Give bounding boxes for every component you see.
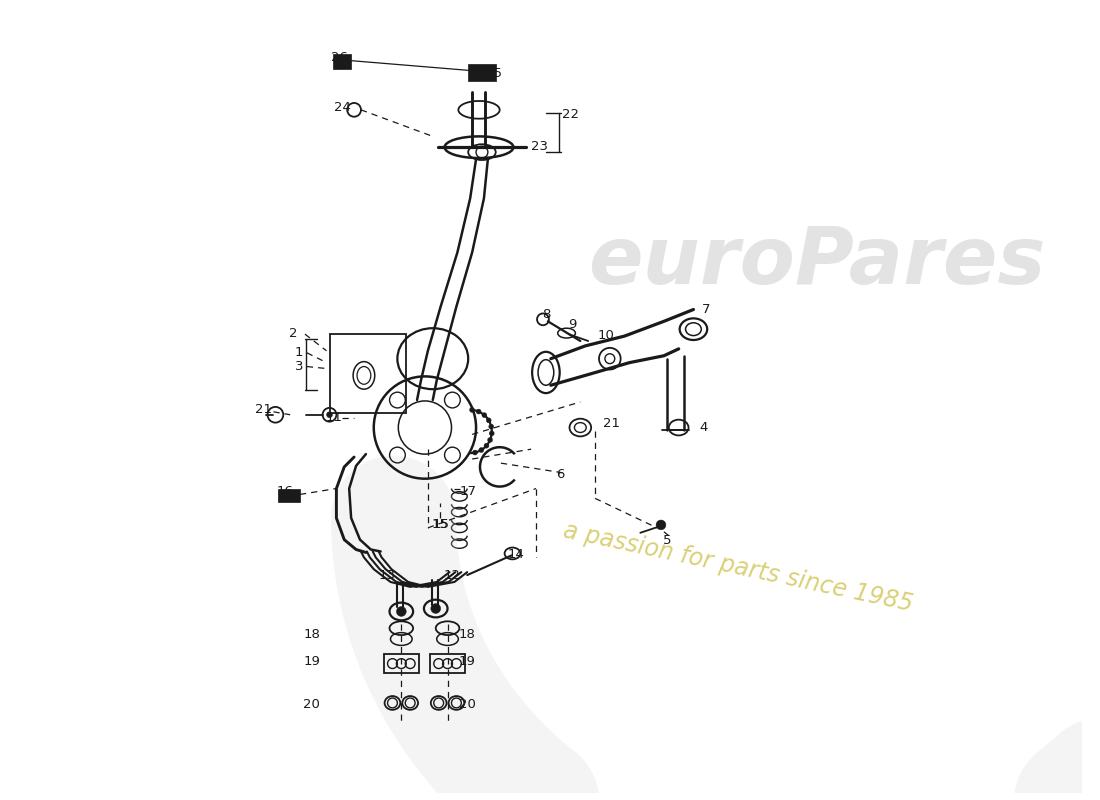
Text: 6: 6	[557, 468, 564, 482]
Text: 15: 15	[431, 518, 448, 531]
Text: 3: 3	[295, 360, 304, 373]
Text: 17: 17	[460, 485, 476, 498]
Text: 20: 20	[304, 698, 320, 711]
Circle shape	[482, 413, 487, 418]
Text: 19: 19	[304, 655, 320, 668]
Text: 7: 7	[702, 303, 711, 316]
Text: 10: 10	[597, 329, 614, 342]
Text: 20: 20	[459, 698, 475, 711]
Circle shape	[487, 438, 493, 442]
Bar	[330, 334, 406, 413]
Circle shape	[478, 447, 484, 453]
Text: 2: 2	[289, 326, 297, 340]
Text: 13: 13	[379, 569, 396, 582]
Circle shape	[656, 520, 666, 530]
Bar	[333, 54, 351, 69]
Text: 24: 24	[334, 102, 351, 114]
Circle shape	[470, 407, 474, 412]
Circle shape	[431, 604, 441, 614]
Text: 4: 4	[700, 421, 707, 434]
Text: 8: 8	[541, 308, 550, 321]
Text: 15: 15	[432, 518, 449, 531]
Circle shape	[484, 443, 490, 448]
Circle shape	[327, 412, 332, 418]
Text: 18: 18	[459, 627, 475, 641]
Circle shape	[476, 409, 481, 414]
Bar	[430, 654, 465, 674]
Circle shape	[490, 431, 494, 436]
Text: 14: 14	[508, 548, 525, 561]
Circle shape	[488, 424, 494, 429]
Text: 25: 25	[485, 67, 503, 80]
Text: 18: 18	[304, 627, 320, 641]
Bar	[469, 64, 496, 82]
Text: 22: 22	[562, 108, 579, 122]
Bar	[384, 654, 419, 674]
Text: 16: 16	[277, 485, 294, 498]
Text: 11: 11	[326, 411, 343, 424]
Text: 23: 23	[530, 140, 548, 153]
Text: 1: 1	[295, 346, 304, 359]
Text: 5: 5	[662, 534, 671, 547]
Text: 19: 19	[459, 655, 475, 668]
Text: 21: 21	[255, 403, 272, 416]
Circle shape	[473, 450, 477, 455]
Circle shape	[396, 606, 406, 616]
Text: a passion for parts since 1985: a passion for parts since 1985	[561, 518, 915, 616]
Bar	[278, 489, 300, 502]
Text: euroPares: euroPares	[587, 223, 1045, 302]
Text: 26: 26	[331, 51, 348, 64]
Text: 9: 9	[569, 318, 576, 330]
Text: 21: 21	[603, 417, 620, 430]
Text: 12: 12	[444, 569, 461, 582]
Circle shape	[486, 418, 492, 422]
